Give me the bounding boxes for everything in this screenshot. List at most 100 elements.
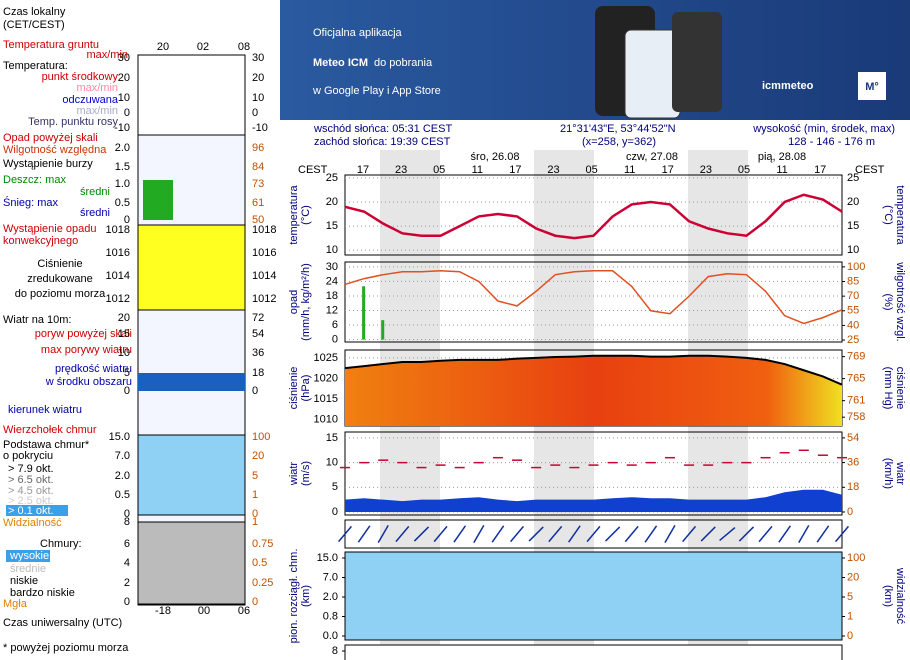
legend-text: zredukowane <box>27 273 92 285</box>
label: zachód słońca: 19:39 CEST <box>314 136 451 148</box>
legend-tick: 1012 <box>106 293 130 305</box>
legend-tick: 0 <box>124 596 130 608</box>
legend-tick: 0 <box>124 508 130 520</box>
label: 21°31'43"E, 53°44'52"N <box>560 123 676 135</box>
y-tick-label: 25 <box>847 172 859 184</box>
legend-tick: 15.0 <box>109 431 130 443</box>
panel <box>344 261 843 343</box>
y-tick-label: 15 <box>847 220 859 232</box>
wind-arrow <box>624 525 639 543</box>
legend-tick: 20 <box>252 72 264 84</box>
legend-text: Opad powyżej skali <box>3 132 98 144</box>
legend-text: 20 <box>157 41 169 53</box>
legend-tick: 2.0 <box>115 142 130 154</box>
y2-tick-label: 100 <box>847 552 865 564</box>
wind-arrow <box>700 526 716 542</box>
legend-text: Wierzchołek chmur <box>3 424 97 436</box>
label: 17 <box>814 164 826 176</box>
legend-text: (CET/CEST) <box>3 19 65 31</box>
y2-tick-label: 54 <box>847 432 859 444</box>
banner-line: Meteo ICM do pobrania <box>313 57 433 69</box>
axis-label: temperatura <box>894 185 906 245</box>
label: icmmeteo <box>762 80 814 92</box>
legend-text: Temp. punktu rosy <box>28 116 118 128</box>
legend-tick: 10 <box>118 347 130 359</box>
wind-arrow <box>357 525 371 543</box>
legend-text: Śnieg: max <box>3 196 59 209</box>
legend-text: 08 <box>238 41 250 53</box>
legend-tick: 84 <box>252 161 264 173</box>
label: 23 <box>547 164 559 176</box>
legend-tick: 1 <box>252 489 258 501</box>
legend-tick: 30 <box>252 52 264 64</box>
legend-press <box>137 224 246 311</box>
legend-tick: 96 <box>252 142 264 154</box>
y-tick-label: 1015 <box>314 393 338 405</box>
y2-tick-label: 20 <box>847 571 859 583</box>
legend-text: Temperatura: <box>3 60 68 72</box>
legend-tick: 0 <box>124 107 130 119</box>
y2-tick-label: 5 <box>847 591 853 603</box>
wind-arrow <box>644 525 658 543</box>
legend-tick: 20 <box>118 312 130 324</box>
y-tick-label: 1020 <box>314 372 338 384</box>
wind-arrow <box>548 525 563 543</box>
legend-text: Chmury: <box>40 538 82 550</box>
label: 05 <box>738 164 750 176</box>
legend-tick: 20 <box>118 72 130 84</box>
axis-unit: (km) <box>300 585 312 607</box>
wind-arrow <box>337 525 353 543</box>
legend-tick: 0 <box>252 385 258 397</box>
label: 128 - 146 - 176 m <box>788 136 875 148</box>
wind-area <box>345 489 842 513</box>
legend-tick: 0.5 <box>252 557 267 569</box>
legend-tick: 7.0 <box>115 450 130 462</box>
wind-arrow <box>473 524 485 544</box>
legend-tick: 61 <box>252 197 264 209</box>
wind-arrow <box>586 525 601 543</box>
y-tick-label: 6 <box>332 319 338 331</box>
wind-arrow <box>377 524 389 544</box>
y2-tick-label: 1 <box>847 610 853 622</box>
axis-label: opad <box>288 290 300 314</box>
axis-label: ciśnienie <box>288 367 300 410</box>
legend-tick: 1 <box>252 516 258 528</box>
legend-tick: 50 <box>252 214 264 226</box>
legend-text: 02 <box>197 41 209 53</box>
y-tick-label: 10 <box>847 244 859 256</box>
legend-text: o pokryciu <box>3 450 53 462</box>
phone <box>624 29 681 119</box>
axis-unit: (mm/h, kg/m²/h) <box>300 263 312 341</box>
legend-text: bardzo niskie <box>10 587 75 599</box>
legend-text: niskie <box>10 575 38 587</box>
legend-text: max/min <box>76 105 118 117</box>
wind-arrow <box>816 525 830 543</box>
panel <box>344 431 843 516</box>
y-tick-label: 8 <box>332 645 338 657</box>
legend-text: Wiatr na 10m: <box>3 314 71 326</box>
y-tick-label: 7.0 <box>323 571 338 583</box>
y-tick-label: 0.8 <box>323 610 338 622</box>
legend-text: wysokie <box>9 550 49 562</box>
panel <box>344 174 843 256</box>
legend-text: Podstawa chmur* <box>3 439 90 451</box>
legend-tick: 1012 <box>252 293 276 305</box>
y2-tick-label: 765 <box>847 373 865 385</box>
wind-arrow <box>682 525 697 543</box>
legend-tick: 0.75 <box>252 538 273 550</box>
y2-tick-label: 761 <box>847 395 865 407</box>
legend-text: Wystąpienie burzy <box>3 158 93 170</box>
wind-arrow <box>738 526 755 542</box>
legend-tick: 0 <box>252 508 258 520</box>
legend-tick: 8 <box>124 516 130 528</box>
legend-tick: 54 <box>252 328 264 340</box>
axis-label: widzialność <box>894 567 906 625</box>
temperature-line <box>344 193 843 240</box>
y-tick-label: 25 <box>326 172 338 184</box>
legend-tick: 18 <box>252 367 264 379</box>
axis-unit: (%) <box>882 293 894 310</box>
pressure-area <box>345 355 842 426</box>
legend-text: -18 <box>155 605 171 617</box>
legend-tick: 2.0 <box>115 470 130 482</box>
legend-tick: 5 <box>252 470 258 482</box>
